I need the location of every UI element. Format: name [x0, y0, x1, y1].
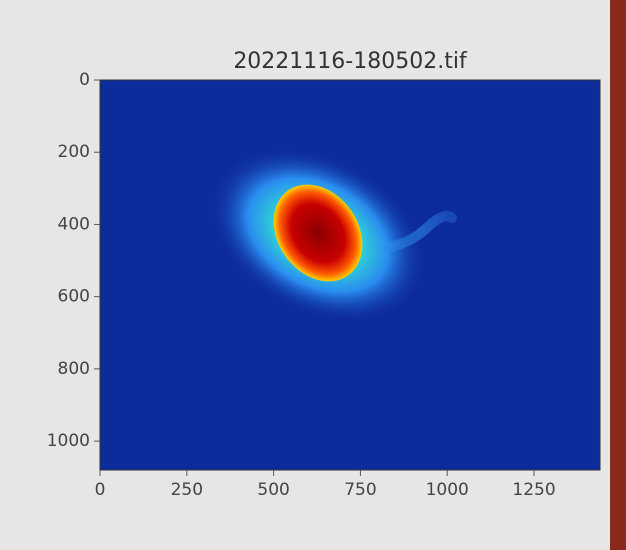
y-tick-label: 200	[58, 142, 90, 162]
x-tick-label: 250	[171, 480, 203, 500]
x-tick-label: 500	[257, 480, 289, 500]
image	[100, 80, 600, 470]
beam-core	[273, 184, 363, 282]
screen-edge	[610, 0, 626, 550]
x-tick-label: 1250	[512, 480, 555, 500]
y-tick-label: 600	[58, 287, 90, 307]
chart-title: 20221116-180502.tif	[233, 49, 468, 74]
y-tick-label: 0	[79, 70, 90, 90]
plot-frame	[99, 79, 601, 471]
x-tick-label: 0	[95, 480, 106, 500]
x-tick-label: 1000	[426, 480, 469, 500]
y-tick-label: 400	[58, 214, 90, 234]
y-tick-label: 1000	[47, 431, 90, 451]
y-tick-label: 800	[58, 359, 90, 379]
x-tick-label: 750	[344, 480, 376, 500]
